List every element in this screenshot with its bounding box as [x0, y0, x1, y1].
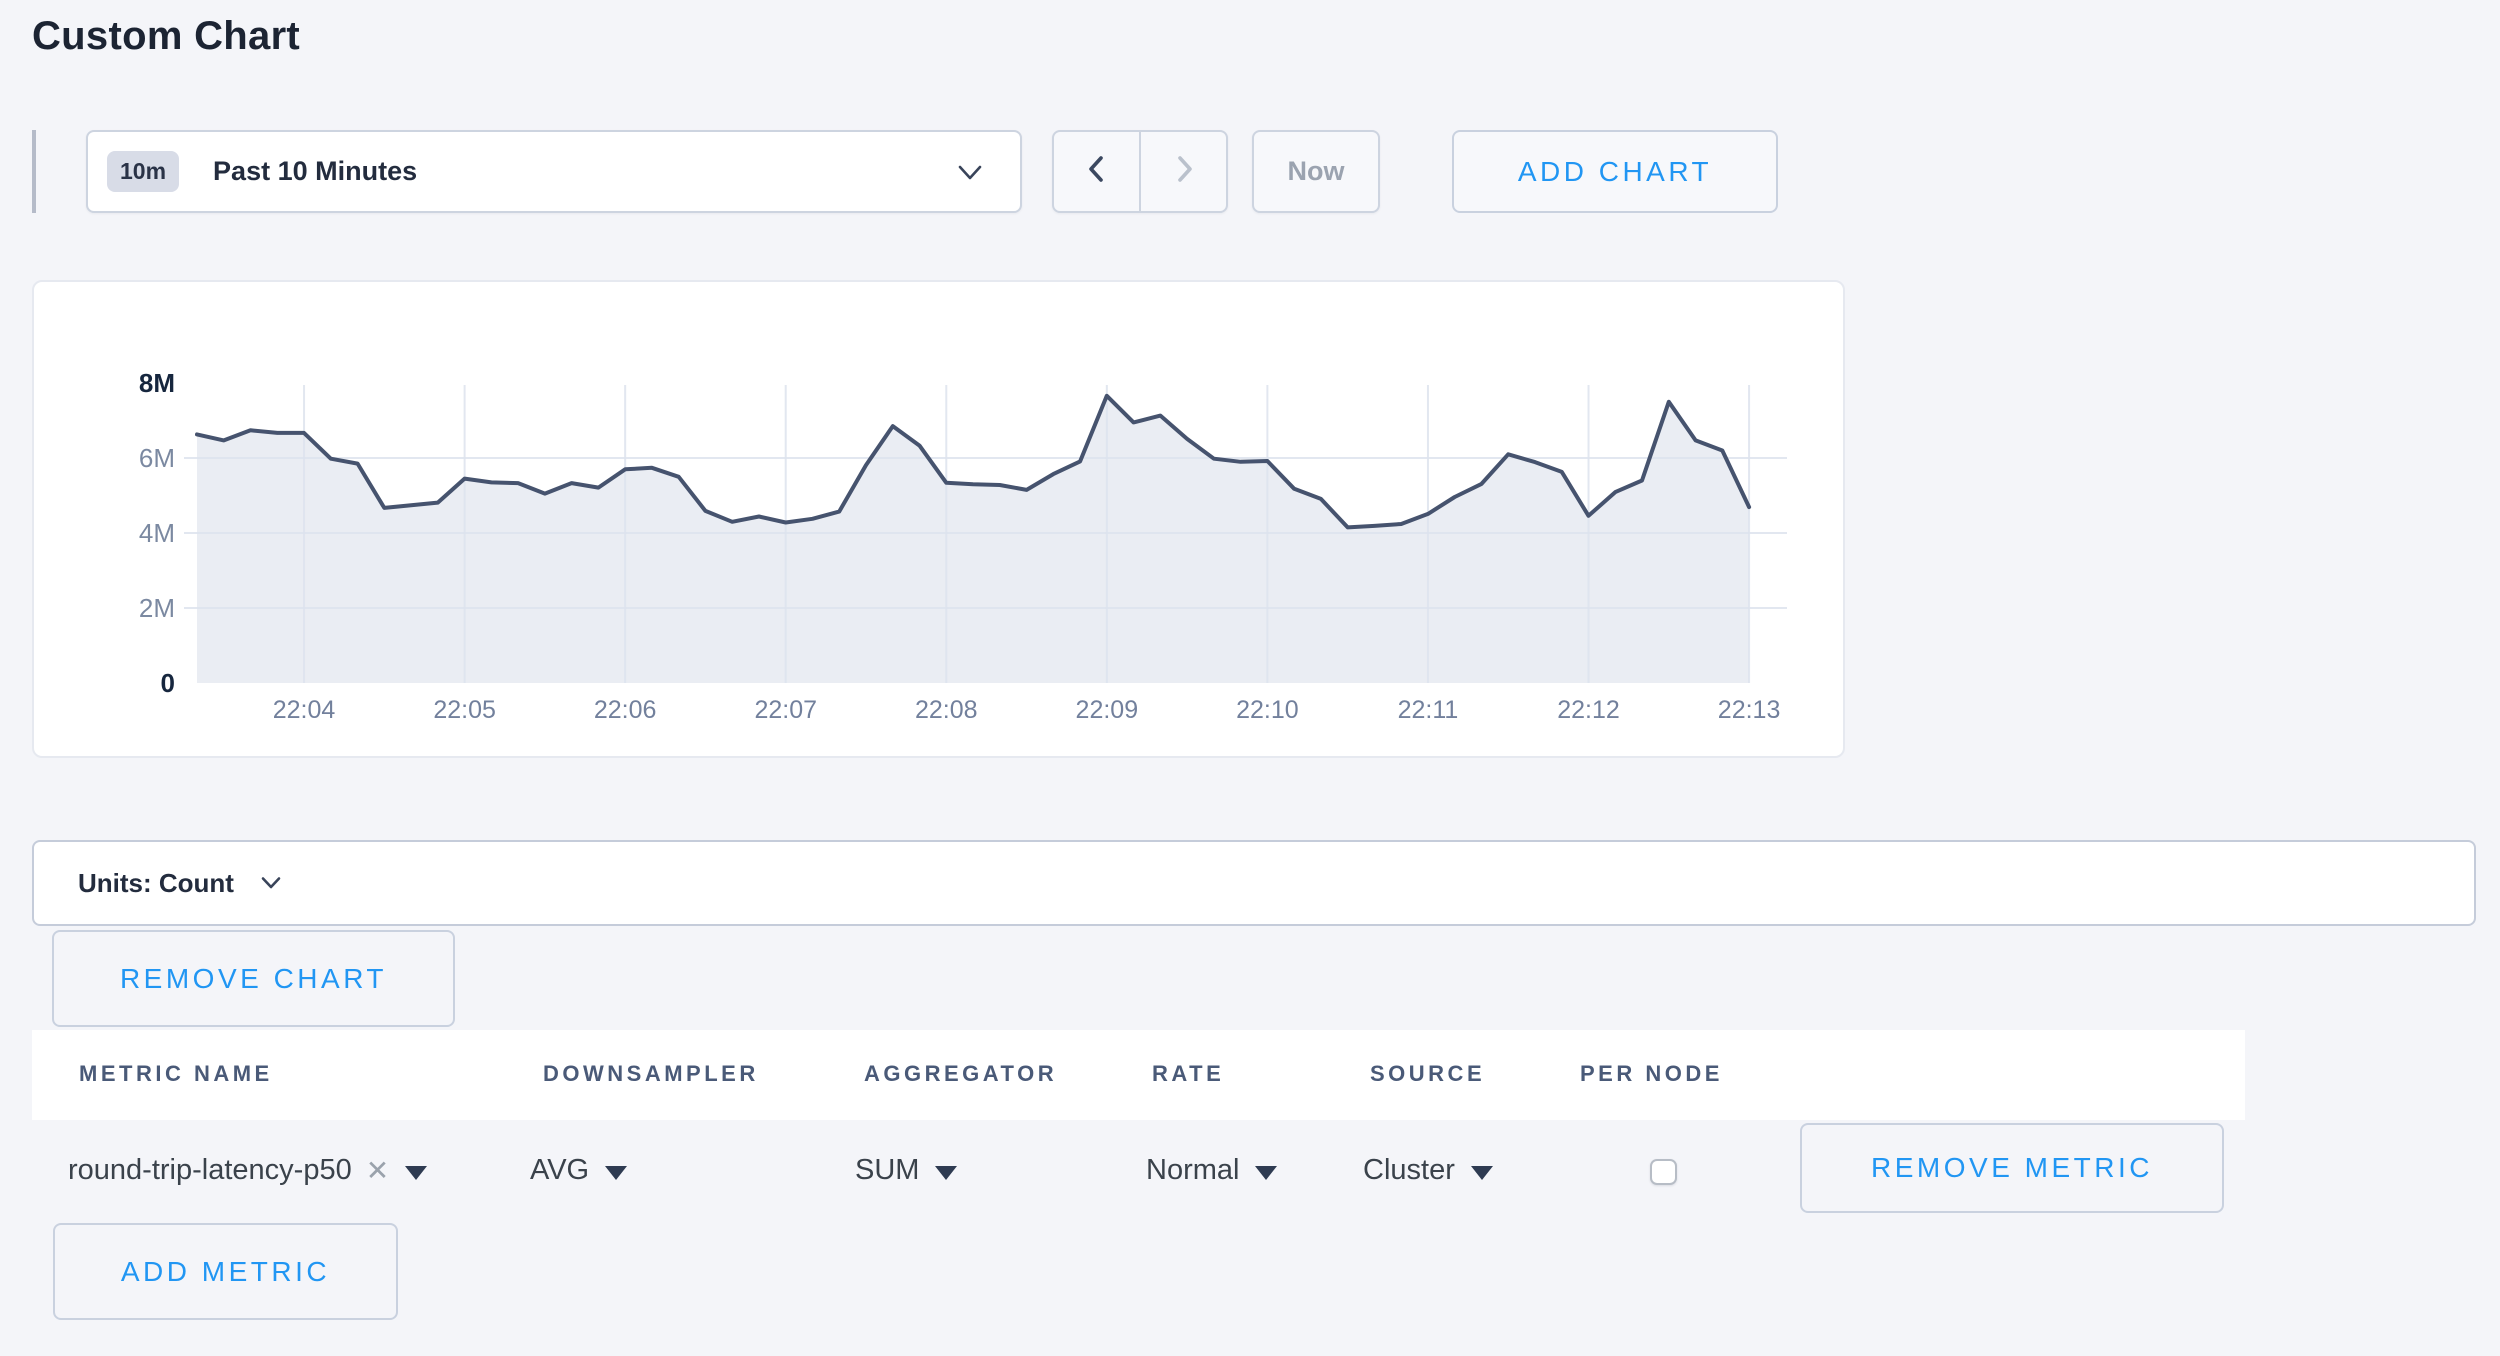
downsampler-value: AVG — [530, 1153, 590, 1186]
metrics-table-header: METRIC NAME DOWNSAMPLER AGGREGATOR RATE … — [32, 1030, 2245, 1120]
rate-value: Normal — [1146, 1153, 1240, 1186]
source-value: Cluster — [1363, 1153, 1455, 1186]
now-button[interactable]: Now — [1252, 130, 1380, 213]
svg-text:22:08: 22:08 — [915, 696, 978, 724]
svg-text:4M: 4M — [139, 518, 175, 548]
svg-text:22:04: 22:04 — [273, 696, 336, 724]
svg-text:22:07: 22:07 — [754, 696, 817, 724]
add-chart-button[interactable]: ADD CHART — [1452, 130, 1778, 213]
svg-text:8M: 8M — [139, 368, 175, 398]
chart-card: 8M 6M 4M 2M 0 22:04 22:05 22:06 22:07 22:08 22:09 2… — [32, 280, 1845, 758]
svg-text:22:09: 22:09 — [1076, 696, 1139, 724]
col-header-downsampler: DOWNSAMPLER — [543, 1061, 759, 1086]
remove-metric-label: REMOVE METRIC — [1871, 1152, 2153, 1183]
chevron-down-icon — [260, 876, 282, 895]
col-header-metric-name: METRIC NAME — [79, 1061, 273, 1086]
x-axis-labels: 22:04 22:05 22:06 22:07 22:08 22:09 22:10 22:11… — [273, 696, 1781, 724]
time-next-button[interactable] — [1141, 132, 1226, 211]
caret-down-icon — [1470, 1165, 1493, 1180]
chevron-down-icon — [956, 164, 984, 187]
add-metric-label: ADD METRIC — [120, 1255, 331, 1287]
rate-dropdown[interactable]: Normal — [1146, 1140, 1278, 1200]
source-dropdown[interactable]: Cluster — [1363, 1140, 1493, 1200]
aggregator-dropdown[interactable]: SUM — [855, 1140, 958, 1200]
svg-text:6M: 6M — [139, 443, 175, 473]
col-header-aggregator: AGGREGATOR — [864, 1061, 1058, 1086]
y-axis-labels: 8M 6M 4M 2M 0 — [139, 368, 175, 698]
col-header-source: SOURCE — [1370, 1061, 1486, 1086]
chart-line — [195, 393, 1752, 530]
aggregator-value: SUM — [855, 1153, 920, 1186]
time-range-label: Past 10 Minutes — [213, 156, 418, 186]
add-metric-button[interactable]: ADD METRIC — [53, 1223, 398, 1320]
caret-down-icon — [405, 1165, 428, 1180]
remove-metric-button[interactable]: REMOVE METRIC — [1800, 1123, 2224, 1213]
clear-metric-icon[interactable]: ✕ — [365, 1154, 390, 1186]
caret-down-icon — [605, 1165, 628, 1180]
metric-name-dropdown[interactable]: round-trip-latency-p50 ✕ — [68, 1140, 428, 1200]
metric-name-value: round-trip-latency-p50 — [68, 1153, 352, 1186]
svg-text:22:11: 22:11 — [1398, 696, 1459, 724]
add-chart-label: ADD CHART — [1517, 155, 1713, 187]
chevron-left-icon — [1082, 152, 1112, 191]
svg-text:2M: 2M — [139, 593, 175, 623]
remove-chart-button[interactable]: REMOVE CHART — [52, 930, 455, 1027]
time-range-select[interactable]: 10m Past 10 Minutes — [86, 130, 1022, 213]
svg-text:22:13: 22:13 — [1718, 696, 1781, 724]
svg-text:22:12: 22:12 — [1557, 696, 1620, 724]
page-title: Custom Chart — [32, 14, 301, 58]
time-range-badge: 10m — [107, 151, 180, 192]
time-pager — [1052, 130, 1228, 213]
chevron-right-icon — [1169, 152, 1199, 191]
per-node-checkbox[interactable] — [1650, 1159, 1677, 1185]
chart-area — [197, 395, 1750, 683]
units-select[interactable]: Units: Count — [32, 840, 2476, 926]
svg-text:22:10: 22:10 — [1236, 696, 1299, 724]
svg-text:22:06: 22:06 — [594, 696, 657, 724]
col-header-rate: RATE — [1152, 1061, 1225, 1086]
col-header-per-node: PER NODE — [1580, 1061, 1723, 1086]
downsampler-dropdown[interactable]: AVG — [530, 1140, 628, 1200]
caret-down-icon — [1255, 1165, 1278, 1180]
units-select-label: Units: Count — [78, 867, 234, 898]
now-button-label: Now — [1287, 156, 1345, 186]
time-prev-button[interactable] — [1054, 132, 1141, 211]
caret-down-icon — [935, 1165, 958, 1180]
svg-text:22:05: 22:05 — [433, 696, 496, 724]
svg-text:0: 0 — [161, 668, 175, 698]
remove-chart-label: REMOVE CHART — [119, 962, 388, 994]
toolbar-accent-rule — [32, 130, 36, 213]
